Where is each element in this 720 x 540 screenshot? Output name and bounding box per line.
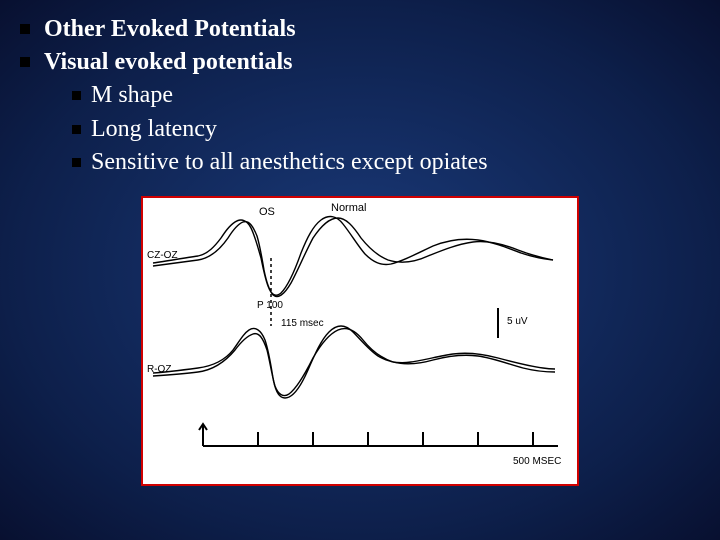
sub-bullet-item-1: Long latency bbox=[72, 114, 700, 145]
label-scale-uv: 5 uV bbox=[507, 316, 528, 327]
bullet-item-1: Visual evoked potentials bbox=[20, 47, 700, 78]
sub-bullet-text: M shape bbox=[91, 80, 173, 111]
waveform-svg bbox=[143, 198, 577, 484]
sub-bullet-text: Sensitive to all anesthetics except opia… bbox=[91, 147, 488, 178]
vep-waveform-figure: OS Normal CZ-OZ P 100 115 msec R-OZ 5 uV… bbox=[141, 196, 579, 486]
bullet-item-0: Other Evoked Potentials bbox=[20, 14, 700, 45]
figure-container: OS Normal CZ-OZ P 100 115 msec R-OZ 5 uV… bbox=[20, 196, 700, 486]
sub-bullet-list: M shape Long latency Sensitive to all an… bbox=[72, 80, 700, 178]
sub-bullet-text: Long latency bbox=[91, 114, 217, 145]
bullet-text: Visual evoked potentials bbox=[44, 47, 292, 78]
label-timebase: 500 MSEC bbox=[513, 456, 561, 467]
label-p100: P 100 bbox=[257, 300, 283, 311]
square-bullet-icon bbox=[20, 57, 30, 67]
label-normal: Normal bbox=[331, 202, 366, 214]
square-bullet-icon bbox=[72, 158, 81, 167]
sub-bullet-item-2: Sensitive to all anesthetics except opia… bbox=[72, 147, 700, 178]
label-cz-oz: CZ-OZ bbox=[147, 250, 178, 261]
sub-bullet-item-0: M shape bbox=[72, 80, 700, 111]
square-bullet-icon bbox=[72, 125, 81, 134]
label-r-oz: R-OZ bbox=[147, 364, 171, 375]
label-115msec: 115 msec bbox=[281, 318, 324, 329]
square-bullet-icon bbox=[20, 24, 30, 34]
bullet-text: Other Evoked Potentials bbox=[44, 14, 296, 45]
square-bullet-icon bbox=[72, 91, 81, 100]
label-os: OS bbox=[259, 206, 275, 218]
